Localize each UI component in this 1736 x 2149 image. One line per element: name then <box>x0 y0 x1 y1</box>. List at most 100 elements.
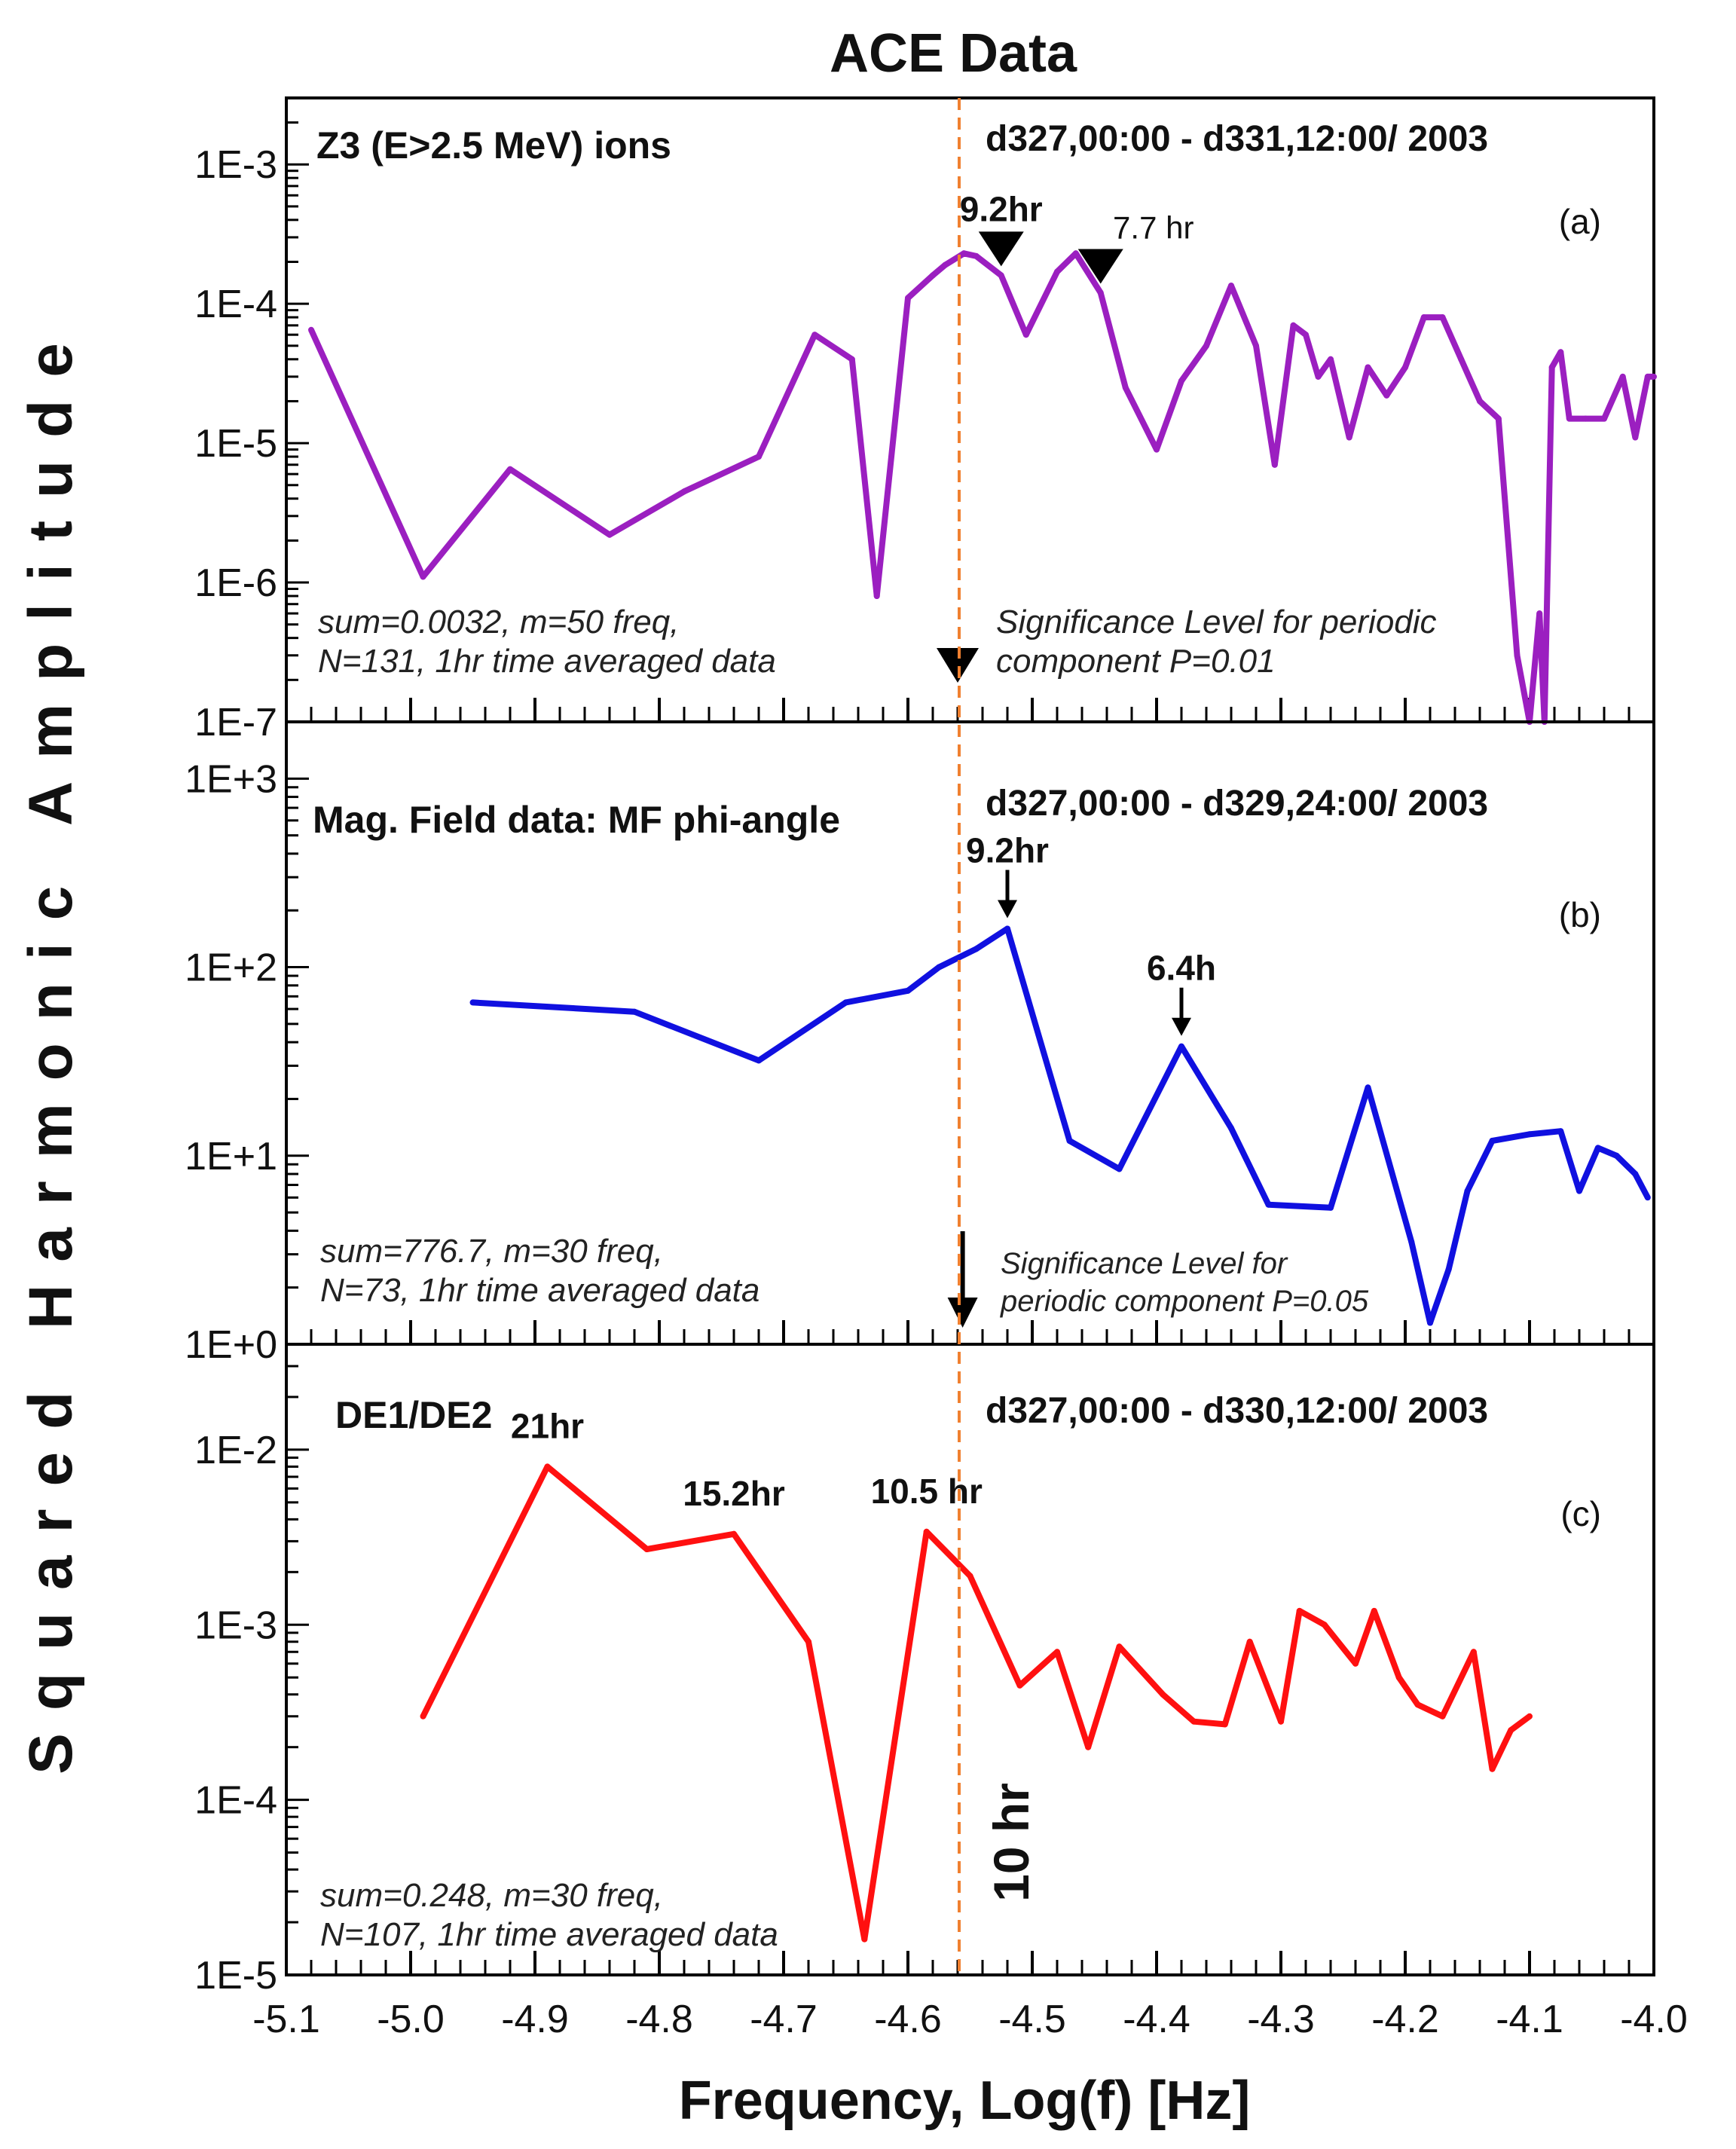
data-point <box>1290 322 1297 329</box>
data-point <box>848 356 855 362</box>
data-point <box>936 964 943 971</box>
y-tick-label: 1E-4 <box>194 283 277 326</box>
data-point <box>1203 342 1209 349</box>
data-point <box>1514 652 1521 659</box>
data-point <box>1066 1138 1073 1144</box>
date-range: d327,00:00 - d329,24:00/ 2003 <box>986 784 1488 824</box>
stats-line-2: N=73, 1hr time averaged data <box>320 1272 760 1309</box>
data-point <box>1365 1084 1371 1091</box>
peak-annotations: 9.2hr 6.4h <box>966 830 1216 1036</box>
data-point <box>308 326 314 333</box>
panel-title: DE1/DE2 <box>335 1394 492 1436</box>
panel-frame <box>285 1343 1655 1976</box>
data-point <box>631 1008 637 1015</box>
data-point <box>1458 356 1465 362</box>
y-tick-label: 1E+2 <box>185 946 277 990</box>
data-point <box>1365 364 1371 371</box>
data-point <box>1395 1674 1402 1681</box>
data-point <box>873 593 880 599</box>
panel-title: Mag. Field data: MF phi-angle <box>313 799 840 841</box>
data-point <box>469 999 476 1006</box>
data-point <box>1594 1145 1601 1151</box>
panel-b: 1E+3 1E+2 1E+1 1E+0 9.2hr 6.4h Mag. Field da… <box>185 720 1655 1367</box>
data-point <box>1548 364 1555 371</box>
significance-line-1: Significance Level for periodic <box>996 604 1437 640</box>
data-point <box>1383 392 1390 399</box>
data-point <box>1557 1128 1564 1135</box>
panel-letter: (c) <box>1560 1494 1601 1533</box>
figure-title: ACE Data <box>830 23 1077 84</box>
data-point <box>1190 1718 1197 1725</box>
y-tick-labels: 1E+3 1E+2 1E+1 1E+0 <box>185 757 277 1367</box>
data-point <box>1116 1643 1123 1650</box>
peak-label: 6.4h <box>1147 949 1216 988</box>
data-point <box>1054 268 1060 275</box>
peak-marker-arrowhead <box>998 900 1017 919</box>
x-tick-label: -4.9 <box>501 1998 569 2041</box>
x-tick-label: -4.2 <box>1371 1998 1439 2041</box>
data-point <box>1178 378 1184 384</box>
x-tick-labels: -5.1 -5.0 -4.9 -4.8 -4.7 -4.6 -4.5 -4.4 -4.3 -4.2… <box>252 1998 1688 2041</box>
data-point <box>1054 1649 1060 1655</box>
data-point <box>1489 1765 1496 1772</box>
data-point <box>923 1528 930 1535</box>
data-point <box>1536 610 1543 617</box>
panel-letter: (b) <box>1559 895 1601 934</box>
data-point <box>1566 415 1572 422</box>
x-tick-label: -4.0 <box>1620 1998 1688 2041</box>
data-point <box>756 1057 762 1064</box>
data-point <box>973 946 980 952</box>
data-point <box>1619 373 1626 380</box>
data-point <box>756 454 762 460</box>
data-point <box>1265 1201 1272 1208</box>
data-point <box>1477 398 1483 405</box>
stats-line-1: sum=0.0032, m=50 freq, <box>318 604 679 640</box>
significance-marker-triangle <box>937 648 979 683</box>
data-point <box>967 1573 973 1579</box>
data-point <box>731 1530 737 1537</box>
data-point <box>1352 1660 1359 1667</box>
x-tick-label: -4.4 <box>1123 1998 1190 2041</box>
data-point <box>1439 1713 1446 1720</box>
y-tick-label: 1E-4 <box>194 1779 277 1823</box>
significance-line-2: periodic component P=0.05 <box>1000 1285 1369 1318</box>
data-point <box>1427 1319 1433 1326</box>
data-point <box>643 1546 650 1552</box>
y-tick-labels: 1E-2 1E-3 1E-4 1E-5 <box>194 1429 277 1998</box>
panel-ticks <box>285 96 1655 723</box>
data-point <box>1085 1744 1092 1750</box>
data-point <box>1296 1607 1303 1614</box>
x-tick-label: -4.5 <box>998 1998 1066 2041</box>
date-range: d327,00:00 - d330,12:00/ 2003 <box>986 1391 1488 1431</box>
data-point <box>805 1638 811 1645</box>
peak-label: 9.2hr <box>960 189 1043 228</box>
data-point <box>1016 1682 1023 1689</box>
data-point <box>1632 1171 1639 1177</box>
panel-letter: (a) <box>1559 202 1601 241</box>
stats-line-1: sum=0.248, m=30 freq, <box>320 1877 663 1914</box>
data-point <box>842 999 849 1006</box>
data-point <box>1582 415 1589 422</box>
data-point <box>1414 1701 1421 1708</box>
significance-line-1: Significance Level for <box>1001 1247 1288 1280</box>
data-point <box>1445 1266 1452 1273</box>
data-point <box>1557 349 1564 356</box>
data-point <box>1601 415 1607 422</box>
data-point <box>1489 1138 1496 1144</box>
y-tick-label: 1E-3 <box>194 1603 277 1647</box>
data-point <box>861 1936 868 1943</box>
data-point <box>1470 1649 1477 1655</box>
data-point <box>1321 1622 1328 1628</box>
peak-label: 21hr <box>511 1406 584 1445</box>
data-point <box>1228 283 1234 289</box>
data-point <box>1576 1188 1582 1194</box>
data-point <box>1178 1043 1184 1050</box>
x-tick-label: -4.8 <box>625 1998 693 2041</box>
peak-marker-arrowhead <box>1172 1017 1191 1036</box>
data-point <box>973 252 980 259</box>
stats-line-1: sum=776.7, m=30 freq, <box>320 1233 663 1270</box>
data-point <box>1464 1188 1471 1194</box>
y-tick-label: 1E-2 <box>194 1429 277 1472</box>
data-point <box>905 987 911 994</box>
